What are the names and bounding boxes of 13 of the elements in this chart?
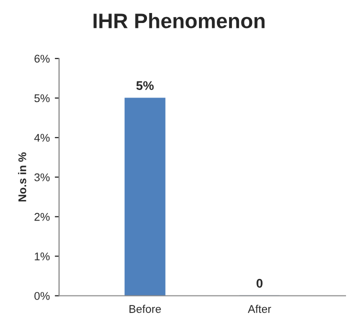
y-tick-label: 5% bbox=[34, 94, 50, 102]
y-axis-title: No.s in % bbox=[18, 152, 26, 202]
y-tick-label: 6% bbox=[34, 54, 50, 63]
data-label: 5% bbox=[136, 81, 154, 90]
y-tick-label: 1% bbox=[34, 252, 50, 260]
x-tick-label: After bbox=[248, 304, 272, 313]
data-label: 0 bbox=[256, 278, 263, 288]
y-tick-label: 4% bbox=[34, 134, 50, 142]
chart-title: IHR Phenomenon bbox=[94, 13, 265, 28]
y-tick-label: 3% bbox=[34, 173, 50, 182]
y-tick-label: 0% bbox=[34, 292, 50, 300]
y-tick-label: 2% bbox=[34, 212, 50, 221]
x-tick-label: Before bbox=[130, 304, 161, 313]
